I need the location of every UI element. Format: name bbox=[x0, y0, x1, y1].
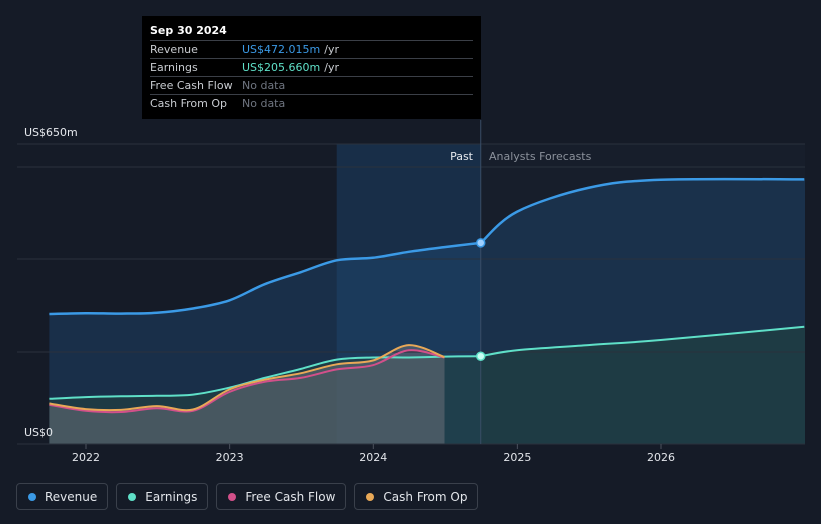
x-tick-label: 2023 bbox=[216, 451, 244, 464]
x-tick-label: 2024 bbox=[359, 451, 387, 464]
y-axis-min-label: US$0 bbox=[24, 426, 53, 439]
legend-dot-icon bbox=[228, 492, 237, 501]
revenue-forecast-line bbox=[479, 177, 805, 244]
y-axis-max-label: US$650m bbox=[24, 126, 78, 139]
x-tick-label: 2022 bbox=[72, 451, 100, 464]
tooltip-label: Free Cash Flow bbox=[150, 79, 233, 92]
earnings-line bbox=[49, 355, 481, 400]
chart-axes: 2022 2023 2024 2025 2026 bbox=[72, 444, 675, 464]
tooltip-row-revenue: Revenue US$472.015m /yr bbox=[150, 40, 473, 58]
chart-gridlines bbox=[17, 120, 805, 445]
legend-item-revenue[interactable]: Revenue bbox=[16, 483, 109, 510]
legend-label: Cash From Op bbox=[383, 489, 468, 504]
tooltip-row-earnings: Earnings US$205.660m /yr bbox=[150, 58, 473, 76]
forecast-label: Analysts Forecasts bbox=[489, 150, 592, 163]
revenue-marker bbox=[475, 238, 486, 248]
cash-flow-area bbox=[49, 345, 445, 444]
legend-dot-icon bbox=[128, 492, 137, 501]
x-tick-label: 2025 bbox=[503, 451, 531, 464]
legend-item-free-cash-flow[interactable]: Free Cash Flow bbox=[216, 483, 347, 510]
legend-label: Revenue bbox=[45, 489, 98, 504]
data-tooltip: Sep 30 2024 Revenue US$472.015m /yr Earn… bbox=[142, 16, 481, 119]
chart-legend: Revenue Earnings Free Cash Flow Cash Fro… bbox=[16, 483, 479, 512]
legend-item-earnings[interactable]: Earnings bbox=[116, 483, 209, 510]
x-tick-label: 2026 bbox=[647, 451, 675, 464]
legend-dot-icon bbox=[28, 492, 36, 501]
legend-label: Free Cash Flow bbox=[245, 489, 336, 504]
tooltip-value: US$472.015m bbox=[242, 43, 321, 56]
free-cash-flow-line bbox=[49, 349, 445, 414]
tooltip-value: No data bbox=[242, 79, 286, 92]
tooltip-row-free-cash-flow: Free Cash Flow No data bbox=[150, 76, 473, 94]
revenue-line bbox=[49, 241, 481, 316]
legend-label: Earnings bbox=[145, 489, 198, 504]
legend-item-cash-from-op[interactable]: Cash From Op bbox=[354, 483, 479, 510]
tooltip-unit: /yr bbox=[324, 61, 339, 74]
tooltip-label: Cash From Op bbox=[150, 97, 228, 110]
tooltip-unit: /yr bbox=[324, 43, 339, 56]
past-label: Past bbox=[450, 150, 474, 163]
tooltip-date: Sep 30 2024 bbox=[150, 24, 227, 37]
cash-from-op-line bbox=[49, 344, 445, 412]
earnings-marker bbox=[475, 351, 486, 361]
chart-areas bbox=[49, 179, 805, 445]
tooltip-label: Revenue bbox=[150, 43, 198, 56]
chart-lines bbox=[49, 177, 805, 414]
tooltip-row-cash-from-op: Cash From Op No data bbox=[150, 94, 473, 112]
legend-dot-icon bbox=[366, 492, 375, 501]
tooltip-value: No data bbox=[242, 97, 286, 110]
tooltip-label: Earnings bbox=[150, 61, 198, 74]
earnings-forecast-line bbox=[480, 325, 805, 358]
tooltip-value: US$205.660m bbox=[242, 61, 321, 74]
